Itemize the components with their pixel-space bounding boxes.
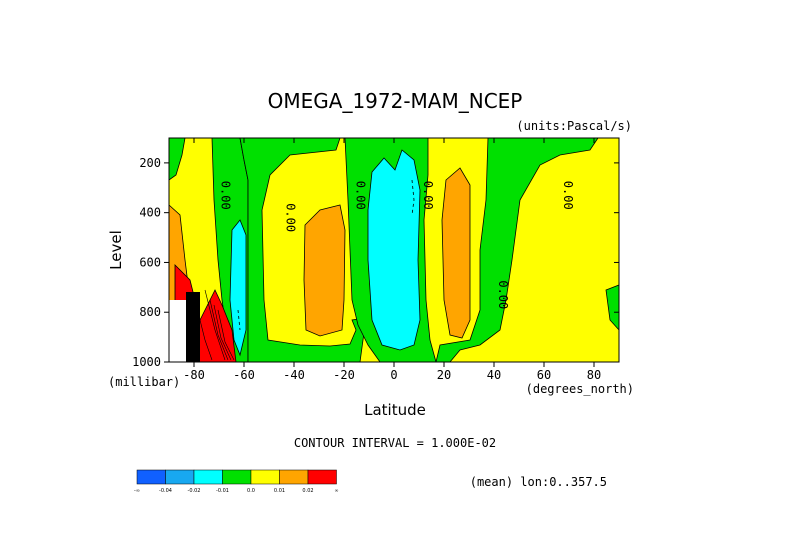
colorbar-level-label: 0.01 [274,488,285,494]
region-green-north [435,137,599,363]
colorbar-swatch [250,469,280,485]
contour-label: 0.00 [421,181,435,210]
colorbar-swatch [165,469,195,485]
x-tick-label: -40 [283,368,305,382]
x-unit-label: (degrees_north) [526,382,634,396]
colorbar-level-label: -0.01 [216,488,229,494]
y-tick-label: 800 [139,305,161,319]
colorbar-level-label: -∞ [134,488,140,494]
x-tick-label: 60 [537,368,551,382]
y-tick-label: 600 [139,255,161,269]
y-tick-label: 1000 [132,355,161,369]
contour-fills [168,137,620,363]
x-tick-label: -80 [183,368,205,382]
colorbar-swatch [222,469,252,485]
colorbar-level-label: -0.02 [188,488,201,494]
y-tick-label: 200 [139,156,161,170]
contour-label: 0.00 [354,181,368,210]
region-orange-edge [169,236,178,262]
colorbar-swatch [193,469,223,485]
region-cyan-equator [367,149,421,351]
units-label: (units:Pascal/s) [516,119,632,133]
plot-area: 0.00 0.00 0.00 0.00 0.00 0.00 [168,137,620,363]
contour-label: 0.00 [219,181,233,210]
y-tick-label: 400 [139,206,161,220]
colorbar-swatch [136,469,166,485]
x-tick-label: 0 [390,368,397,382]
contour-label: 0.00 [284,203,298,232]
x-tick-label: 80 [587,368,601,382]
contour-label: 0.00 [561,181,575,210]
region-cyan-south [229,219,247,357]
contour-interval-note: CONTOUR INTERVAL = 1.000E-02 [294,436,496,450]
colorbar-level-label: 0.0 [247,488,255,494]
x-tick-label: -60 [233,368,255,382]
colorbar: -∞ -0.04 -0.02 -0.01 0.0 0.01 0.02 ∞ [134,469,339,494]
region-orange-north [441,167,471,339]
contour-label: 0.00 [496,280,510,309]
colorbar-level-label: -0.04 [159,488,172,494]
x-tick-label: -20 [333,368,355,382]
x-tick-label: 20 [437,368,451,382]
colorbar-level-label: 0.02 [302,488,313,494]
colorbar-swatch [279,469,309,485]
colorbar-swatch [307,469,337,485]
region-orange-south [303,204,346,337]
contour-lines-negative [237,179,415,331]
contour-lines-pole [194,289,235,361]
y-axis-label: Level [107,230,125,270]
y-axis: 200 400 600 800 1000 [132,156,619,369]
y-unit-label: (millibar) [108,375,180,389]
x-tick-label: 40 [487,368,501,382]
footnote: (mean) lon:0..357.5 [470,475,607,489]
colorbar-level-label: ∞ [334,488,338,494]
contour-label-group: 0.00 0.00 0.00 0.00 0.00 0.00 [219,181,576,309]
x-axis-label: Latitude [364,401,426,419]
x-axis: -80 -60 -40 -20 0 20 40 60 80 [183,138,601,382]
region-dense-black [186,292,200,362]
chart-title: OMEGA_1972-MAM_NCEP [268,89,523,113]
region-missing-white [169,300,186,362]
